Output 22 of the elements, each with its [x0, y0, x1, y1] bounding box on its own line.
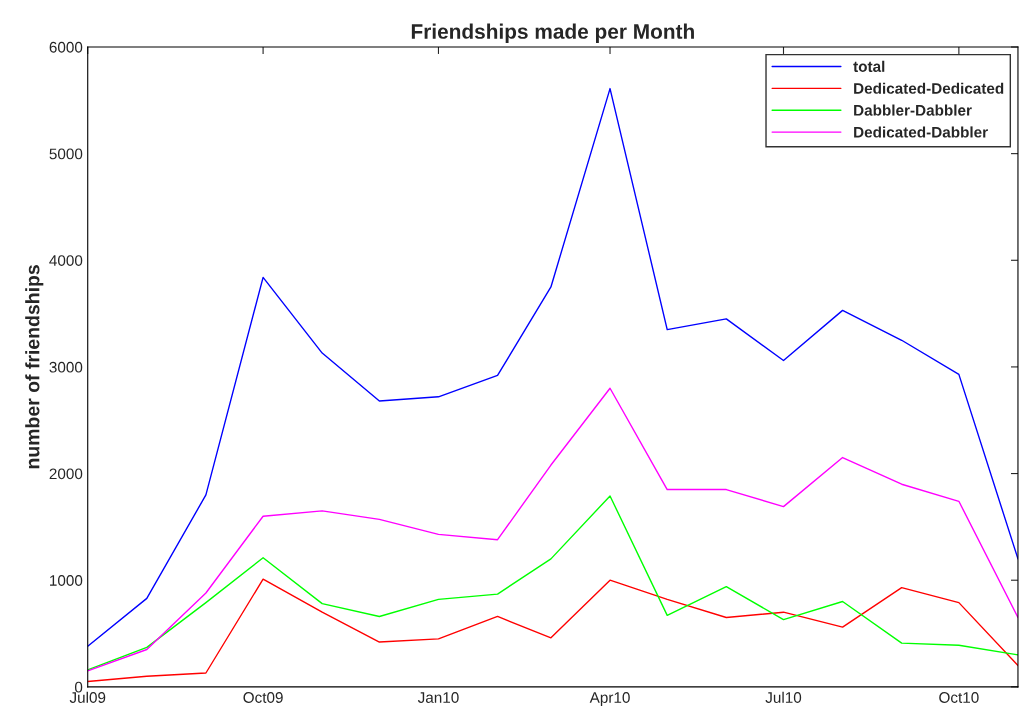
line-series: [87, 387, 1018, 672]
x-tick-label: Oct10: [939, 692, 979, 703]
x-tick-label: Jul10: [765, 691, 802, 703]
x-tick-label: Apr10: [589, 692, 630, 706]
x-tick-label: Jan10: [417, 692, 459, 703]
legend-label: Dabbler-Dabbler: [854, 104, 972, 116]
line-series: [87, 578, 1018, 683]
y-tick-label: 1000: [50, 575, 83, 586]
legend-label: Dedicated-Dabbler: [854, 126, 988, 138]
line-series: [87, 495, 1018, 671]
legend-label: Dedicated-Dedicated: [854, 82, 1004, 94]
y-tick-label: 0: [74, 681, 83, 693]
legend-label: total: [853, 60, 885, 72]
x-tick-label: Jul09: [69, 691, 106, 703]
y-tick-label: 5000: [49, 148, 83, 160]
y-tick-label: 6000: [49, 41, 83, 53]
chart-title: Friendships made per Month: [411, 23, 694, 43]
y-tick-label: 3000: [49, 361, 83, 373]
x-tick-label: Oct09: [243, 692, 283, 703]
y-axis-title: number of friendships: [25, 265, 44, 469]
y-tick-label: 2000: [49, 468, 83, 480]
y-tick-label: 4000: [49, 255, 83, 266]
